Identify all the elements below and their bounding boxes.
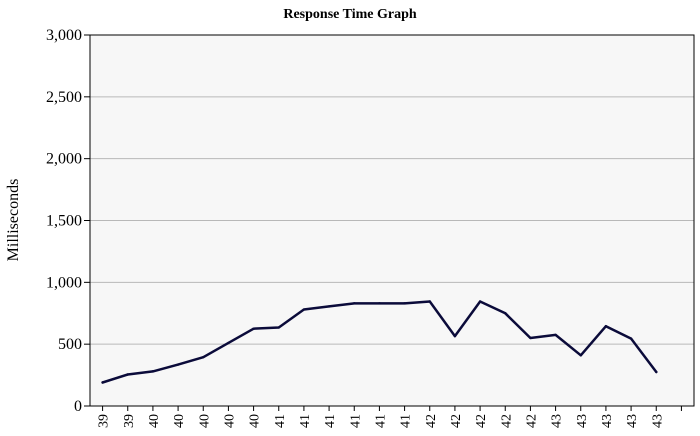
data-point (604, 325, 608, 328)
x-tick-label: 43 (550, 414, 565, 428)
data-point (151, 370, 155, 373)
x-tick-label: 42 (449, 414, 464, 428)
plot-frame (89, 34, 695, 407)
y-axis-label: Milliseconds (5, 179, 22, 262)
data-point (579, 354, 582, 357)
x-tick-label: 41 (323, 414, 338, 428)
y-tick-label: 3,000 (46, 27, 82, 44)
data-point (504, 312, 507, 315)
x-tick-label: 41 (273, 414, 288, 428)
x-tick-label: 41 (373, 414, 388, 428)
data-point (176, 363, 180, 366)
y-tick-label: 0 (74, 398, 82, 415)
x-tick-label: 40 (197, 414, 212, 428)
x-tick-label: 42 (499, 414, 514, 428)
x-tick-label: 43 (575, 414, 590, 428)
y-tick-label: 1,500 (46, 213, 82, 230)
x-tick-label: 41 (298, 414, 313, 428)
data-point (252, 327, 255, 330)
x-axis-ticks: 39 39 40 40 40 40 40 41 41 41 41 41 41 42 42 42 42 42 43 43… (97, 406, 682, 428)
y-tick-label: 2,500 (46, 89, 82, 106)
data-point (655, 370, 658, 374)
data-point (202, 355, 205, 359)
y-tick-label: 500 (58, 336, 82, 353)
x-tick-label: 40 (248, 414, 263, 428)
data-point (302, 308, 306, 311)
data-point (353, 302, 356, 305)
data-point (277, 326, 280, 329)
data-point (428, 300, 431, 303)
y-axis-ticks: 0 500 1,000 1,500 2,000 2,500 3,000 (46, 27, 90, 415)
x-tick-label: 39 (122, 414, 137, 428)
data-point (554, 333, 557, 337)
x-tick-label: 42 (524, 414, 539, 428)
x-tick-label: 40 (172, 414, 187, 428)
x-tick-label: 39 (97, 414, 112, 428)
x-tick-label: 41 (348, 414, 363, 428)
data-point (453, 334, 457, 338)
series-group (101, 300, 658, 384)
data-point (529, 336, 532, 340)
data-point (327, 305, 331, 308)
data-point (629, 337, 633, 340)
x-tick-label: 43 (650, 414, 665, 428)
data-point (101, 381, 104, 384)
x-tick-label: 40 (222, 414, 237, 428)
x-tick-label: 42 (474, 414, 489, 428)
grid-lines (90, 96, 694, 345)
y-tick-label: 1,000 (46, 274, 82, 291)
chart-title: Response Time Graph (283, 7, 416, 22)
x-tick-label: 43 (600, 414, 615, 428)
data-point (227, 341, 230, 345)
data-point (378, 302, 381, 305)
x-tick-label: 42 (424, 414, 439, 428)
x-tick-label: 40 (147, 414, 162, 428)
y-tick-label: 2,000 (46, 151, 82, 168)
data-point (403, 302, 406, 305)
data-point (478, 300, 482, 303)
x-tick-label: 43 (625, 414, 640, 428)
data-point (126, 373, 129, 376)
x-tick-label: 41 (399, 414, 414, 428)
